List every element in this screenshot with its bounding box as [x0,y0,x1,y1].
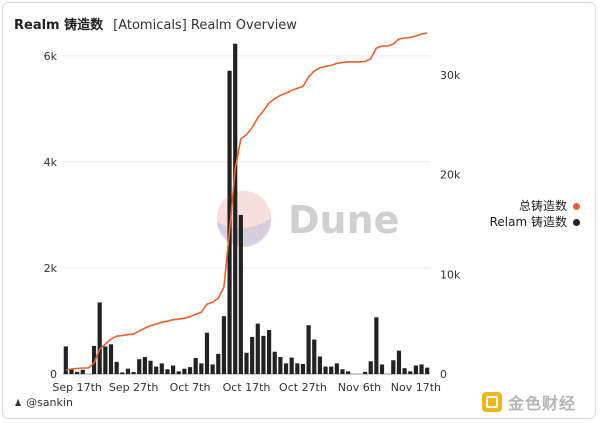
bar[interactable] [340,369,345,374]
bar[interactable] [103,346,108,374]
y-right-tick-label: 30k [440,69,461,82]
bar[interactable] [233,43,238,374]
legend-dot-total [573,203,580,210]
bar[interactable] [379,364,385,374]
bar[interactable] [187,367,193,374]
author-name: @sankin [26,396,73,409]
bar[interactable] [391,360,396,374]
bar[interactable] [97,302,102,374]
bar[interactable] [329,366,334,374]
bar[interactable] [238,214,243,374]
x-tick-label: Sep 17th [52,381,102,394]
bar[interactable] [125,368,131,374]
bar[interactable] [362,371,368,374]
y-right-tick-label: 10k [440,268,461,281]
brand-logo: 金色财经 [482,391,576,413]
bar[interactable] [69,368,74,374]
y-left-tick-label: 4k [44,156,58,169]
legend-dot-relam [573,219,580,226]
x-tick-label: Oct 27th [279,381,327,394]
bar[interactable] [425,367,430,374]
svg-text:Dune: Dune [288,198,399,242]
legend-label-total: 总铸造数 [518,199,567,213]
bar[interactable] [193,358,198,374]
y-right-tick-label: 20k [440,169,461,182]
bar[interactable] [261,335,266,374]
brand-logo-icon [482,392,502,412]
x-tick-label: Nov 17th [391,381,441,394]
bar[interactable] [300,363,306,374]
x-tick-label: Sep 27th [109,381,159,394]
bar[interactable] [408,371,413,374]
bar[interactable] [108,344,114,374]
bar[interactable] [346,371,351,374]
y-axis-right: 0 10k 20k 30k [440,69,461,381]
bar[interactable] [295,363,300,374]
bar[interactable] [210,364,215,374]
bar[interactable] [278,357,283,374]
bar[interactable] [142,357,147,374]
user-icon: ♟ [14,399,23,409]
bar[interactable] [306,325,311,374]
bar[interactable] [171,365,176,374]
chart-subtitle: [Atomicals] Realm Overview [113,18,297,33]
legend-item-total[interactable]: 总铸造数 [519,197,580,214]
bar[interactable] [63,346,68,374]
bar[interactable] [413,365,418,374]
bar[interactable] [396,350,402,374]
chart-metric-title: Realm 铸造数 [14,18,104,33]
y-axis-left: 0 2k 4k 6k [44,50,58,381]
bar[interactable] [137,359,142,374]
bar[interactable] [368,361,373,374]
bar[interactable] [75,371,80,374]
bar[interactable] [176,371,181,374]
line-series-total [65,32,428,371]
bar[interactable] [323,366,328,374]
bar[interactable] [154,366,159,374]
bar[interactable] [312,339,317,374]
author-credit[interactable]: ♟ @sankin [14,396,73,409]
brand-name: 金色财经 [508,394,577,413]
x-axis: Sep 17th Sep 27th Oct 7th Oct 17th Oct 27th N… [52,381,441,394]
bar[interactable] [221,316,227,374]
bar[interactable] [283,363,289,374]
bar[interactable] [317,356,322,374]
bar[interactable] [402,368,407,374]
bar[interactable] [272,351,277,374]
bar[interactable] [159,363,164,374]
bar[interactable] [165,369,170,374]
bar[interactable] [289,357,294,374]
bar[interactable] [182,368,187,374]
bar[interactable] [204,332,210,374]
bar[interactable] [80,369,85,374]
bar[interactable] [250,336,255,374]
x-tick-label: Oct 7th [170,381,211,394]
x-tick-label: Oct 17th [223,381,271,394]
dune-watermark: Dune [217,191,399,248]
y-left-tick-label: 2k [44,262,58,275]
bar[interactable] [120,372,125,374]
bar[interactable] [266,329,272,374]
bar[interactable] [374,317,379,374]
bar[interactable] [148,360,153,374]
bar[interactable] [334,363,339,374]
bar[interactable] [131,371,136,374]
legend-item-relam[interactable]: Relam 铸造数 [490,213,580,230]
y-right-tick-label: 0 [440,368,447,381]
bar[interactable] [419,364,424,374]
bar[interactable] [244,352,249,374]
y-left-tick-label: 6k [44,50,58,63]
bar[interactable] [114,361,119,374]
bar[interactable] [199,363,204,374]
legend-label-relam: Relam 铸造数 [489,215,567,229]
x-tick-label: Nov 6th [338,381,381,394]
y-left-tick-label: 0 [50,368,57,381]
bar[interactable] [216,353,221,374]
chart-title: Realm 铸造数 [Atomicals] Realm Overview [14,14,297,33]
bar[interactable] [91,345,97,374]
bar[interactable] [255,323,260,374]
